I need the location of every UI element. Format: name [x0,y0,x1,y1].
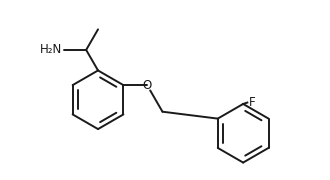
Text: O: O [143,79,152,92]
Text: H₂N: H₂N [40,43,62,56]
Text: F: F [249,96,256,109]
